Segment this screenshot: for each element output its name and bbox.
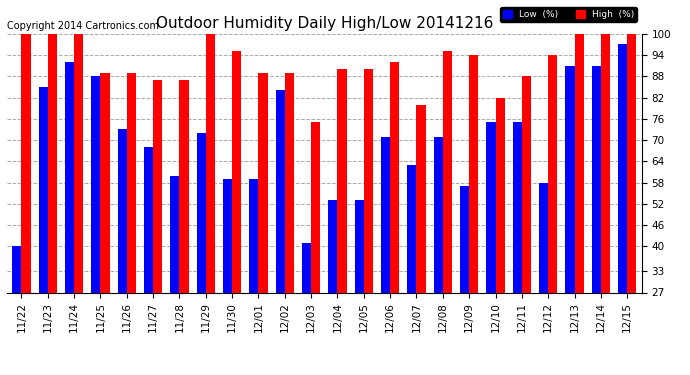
Bar	[91, 76, 101, 375]
Bar	[302, 243, 311, 375]
Bar	[433, 136, 443, 375]
Bar	[407, 165, 417, 375]
Bar	[522, 76, 531, 375]
Bar	[179, 80, 188, 375]
Bar	[232, 51, 241, 375]
Bar	[548, 55, 558, 375]
Bar	[495, 98, 504, 375]
Legend: Low  (%), High  (%): Low (%), High (%)	[500, 7, 637, 22]
Bar	[249, 179, 259, 375]
Bar	[469, 55, 478, 375]
Bar	[285, 73, 294, 375]
Bar	[170, 176, 179, 375]
Bar	[101, 73, 110, 375]
Bar	[311, 122, 320, 375]
Bar	[48, 34, 57, 375]
Bar	[223, 179, 232, 375]
Bar	[618, 44, 627, 375]
Bar	[601, 34, 610, 375]
Text: Copyright 2014 Cartronics.com: Copyright 2014 Cartronics.com	[7, 21, 159, 31]
Bar	[197, 133, 206, 375]
Bar	[390, 62, 400, 375]
Bar	[65, 62, 74, 375]
Bar	[575, 34, 584, 375]
Bar	[74, 34, 83, 375]
Bar	[364, 69, 373, 375]
Bar	[513, 122, 522, 375]
Bar	[21, 34, 30, 375]
Bar	[275, 90, 285, 375]
Bar	[337, 69, 346, 375]
Bar	[117, 129, 127, 375]
Bar	[206, 34, 215, 375]
Bar	[355, 200, 364, 375]
Bar	[127, 73, 136, 375]
Bar	[591, 66, 601, 375]
Bar	[565, 66, 575, 375]
Bar	[12, 246, 21, 375]
Bar	[328, 200, 337, 375]
Bar	[39, 87, 48, 375]
Bar	[153, 80, 162, 375]
Bar	[443, 51, 452, 375]
Bar	[417, 105, 426, 375]
Bar	[381, 136, 390, 375]
Bar	[144, 147, 153, 375]
Title: Outdoor Humidity Daily High/Low 20141216: Outdoor Humidity Daily High/Low 20141216	[156, 16, 493, 31]
Bar	[259, 73, 268, 375]
Bar	[539, 183, 548, 375]
Bar	[627, 34, 636, 375]
Bar	[460, 186, 469, 375]
Bar	[486, 122, 495, 375]
